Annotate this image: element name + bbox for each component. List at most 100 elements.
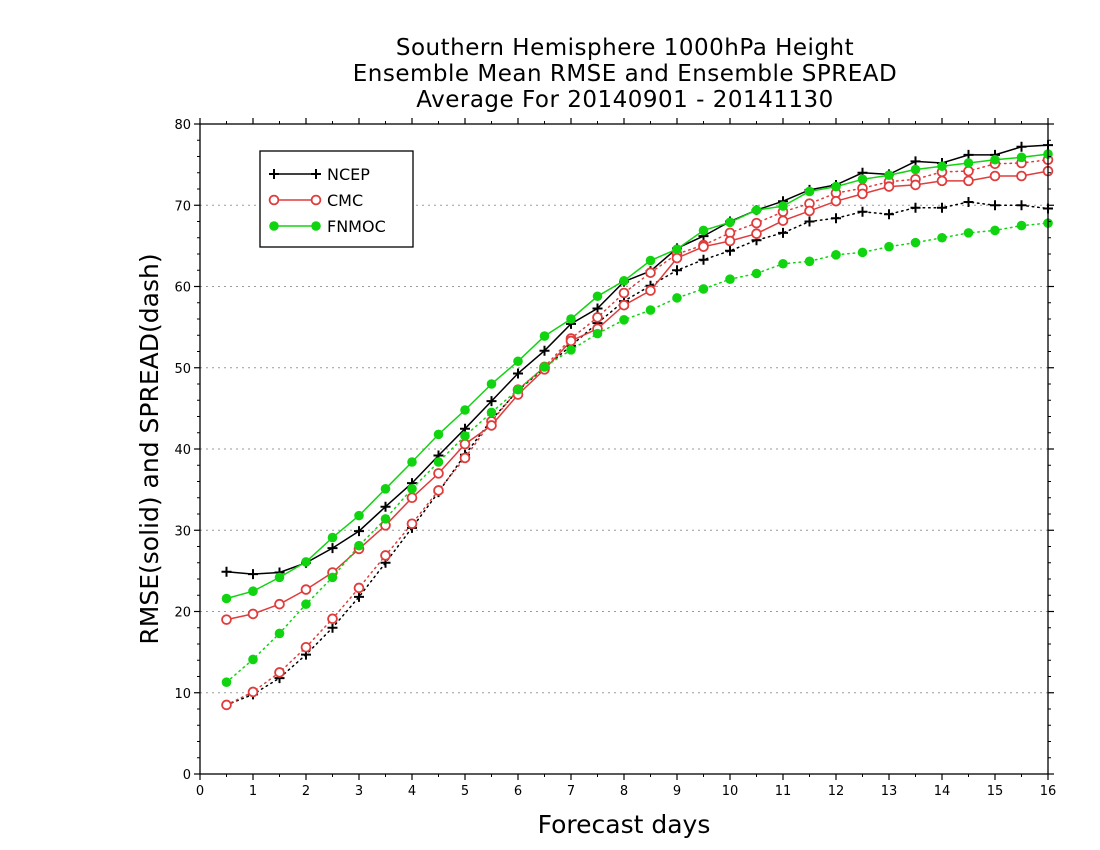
ncep-rmse-point: [354, 526, 364, 537]
chart-title-line-1: Southern Hemisphere 1000hPa Height: [395, 35, 855, 61]
fnmoc-spread-point: [619, 315, 629, 325]
ncep-spread-point: [910, 202, 921, 213]
cmc-spread-point: [300, 641, 312, 653]
fnmoc-spread-point: [857, 247, 868, 258]
cmc-rmse-point: [910, 179, 921, 191]
cmc-rmse-point: [274, 598, 285, 610]
fnmoc-spread-point: [221, 677, 232, 687]
ncep-rmse-point: [1016, 141, 1027, 152]
legend-box: [259, 150, 414, 248]
cmc-rmse-point: [804, 205, 815, 217]
fnmoc-rmse-point: [725, 217, 735, 228]
fnmoc-spread-point: [460, 431, 470, 441]
legend-marker-cmc: [310, 194, 322, 206]
legend-marker-fnmoc: [269, 221, 279, 231]
fnmoc-rmse-point: [539, 331, 550, 341]
fnmoc-rmse-point: [248, 586, 258, 596]
cmc-rmse-point: [883, 181, 895, 192]
fnmoc-rmse-point: [857, 174, 868, 185]
fnmoc-spread-point: [698, 284, 709, 294]
fnmoc-spread-point: [327, 572, 338, 583]
ncep-spread-point: [831, 213, 841, 224]
fnmoc-spread-point: [831, 250, 841, 260]
fnmoc-spread-point: [725, 274, 735, 284]
fnmoc-spread-point: [407, 484, 417, 494]
cmc-rmse-point: [618, 299, 630, 311]
chart-title-line-3: Average For 20140901 - 20141130: [416, 87, 834, 113]
legend-label-ncep: NCEP: [327, 165, 370, 184]
x-tick-label: 7: [567, 784, 575, 799]
fnmoc-rmse-point: [566, 314, 576, 324]
cmc-spread-point: [274, 667, 285, 678]
fnmoc-spread-point: [513, 384, 523, 395]
x-tick-label: 5: [461, 784, 469, 799]
cmc-rmse-point: [857, 188, 868, 200]
x-tick-label: 12: [828, 784, 845, 799]
ncep-spread-point: [990, 200, 1000, 211]
cmc-rmse-point: [565, 335, 577, 347]
ncep-rmse-point: [486, 396, 497, 407]
fnmoc-rmse-point: [698, 225, 709, 236]
cmc-rmse-point: [963, 175, 974, 187]
fnmoc-rmse-point: [486, 379, 497, 389]
fnmoc-rmse-point: [778, 201, 788, 211]
cmc-spread-point: [592, 312, 603, 323]
y-tick-label: 20: [174, 606, 191, 621]
cmc-rmse-point: [751, 228, 762, 239]
x-tick-label: 3: [355, 784, 363, 799]
x-tick-label: 2: [302, 784, 310, 799]
x-tick-label: 13: [881, 784, 898, 799]
ncep-rmse-line: [226, 144, 1049, 575]
ncep-spread-point: [963, 197, 974, 207]
fnmoc-rmse-point: [407, 457, 417, 467]
fnmoc-spread-point: [301, 599, 311, 609]
x-tick-label: 6: [514, 784, 522, 799]
ncep-spread-point: [698, 254, 709, 265]
fnmoc-spread-line: [225, 222, 1049, 683]
y-tick-label: 0: [183, 768, 191, 783]
cmc-spread-point: [433, 485, 444, 496]
cmc-rmse-point: [830, 195, 842, 207]
fnmoc-rmse-point: [831, 181, 841, 192]
cmc-spread-point: [406, 518, 418, 530]
legend-label-fnmoc: FNMOC: [327, 217, 386, 236]
fnmoc-spread-point: [380, 514, 391, 524]
fnmoc-rmse-point: [513, 356, 523, 367]
ncep-spread-point: [354, 591, 364, 602]
fnmoc-rmse-point: [460, 405, 470, 415]
fnmoc-rmse-point: [751, 205, 762, 215]
cmc-rmse-point: [221, 614, 232, 625]
fnmoc-spread-point: [433, 457, 444, 467]
fnmoc-spread-point: [884, 241, 894, 252]
fnmoc-rmse-point: [884, 170, 894, 180]
x-tick-label: 16: [1040, 784, 1057, 799]
cmc-rmse-point: [433, 468, 444, 479]
fnmoc-spread-point: [963, 228, 974, 238]
y-tick-label: 40: [174, 443, 191, 458]
fnmoc-rmse-point: [937, 161, 947, 172]
fnmoc-spread-point: [751, 268, 762, 279]
cmc-spread-point: [459, 452, 471, 464]
ncep-spread-point: [937, 202, 947, 213]
cmc-spread-point: [618, 287, 630, 299]
legend: NCEP CMC FNMOC: [259, 150, 414, 248]
fnmoc-rmse-point: [301, 557, 311, 567]
fnmoc-spread-point: [274, 628, 285, 639]
fnmoc-spread-point: [645, 305, 656, 315]
cmc-rmse-point: [459, 438, 471, 450]
cmc-spread-point: [380, 550, 391, 561]
x-tick-label: 8: [620, 784, 628, 799]
cmc-rmse-point: [247, 608, 259, 620]
fnmoc-spread-point: [910, 237, 921, 248]
y-tick-label: 60: [174, 281, 191, 296]
x-tick-label: 10: [722, 784, 739, 799]
cmc-rmse-point: [645, 285, 656, 296]
cmc-rmse-point: [777, 215, 789, 226]
fnmoc-spread-point: [592, 328, 603, 339]
cmc-rmse-point: [989, 170, 1001, 182]
cmc-spread-point: [751, 217, 762, 229]
cmc-rmse-point: [698, 241, 709, 252]
legend-marker-ncep: [269, 169, 279, 179]
